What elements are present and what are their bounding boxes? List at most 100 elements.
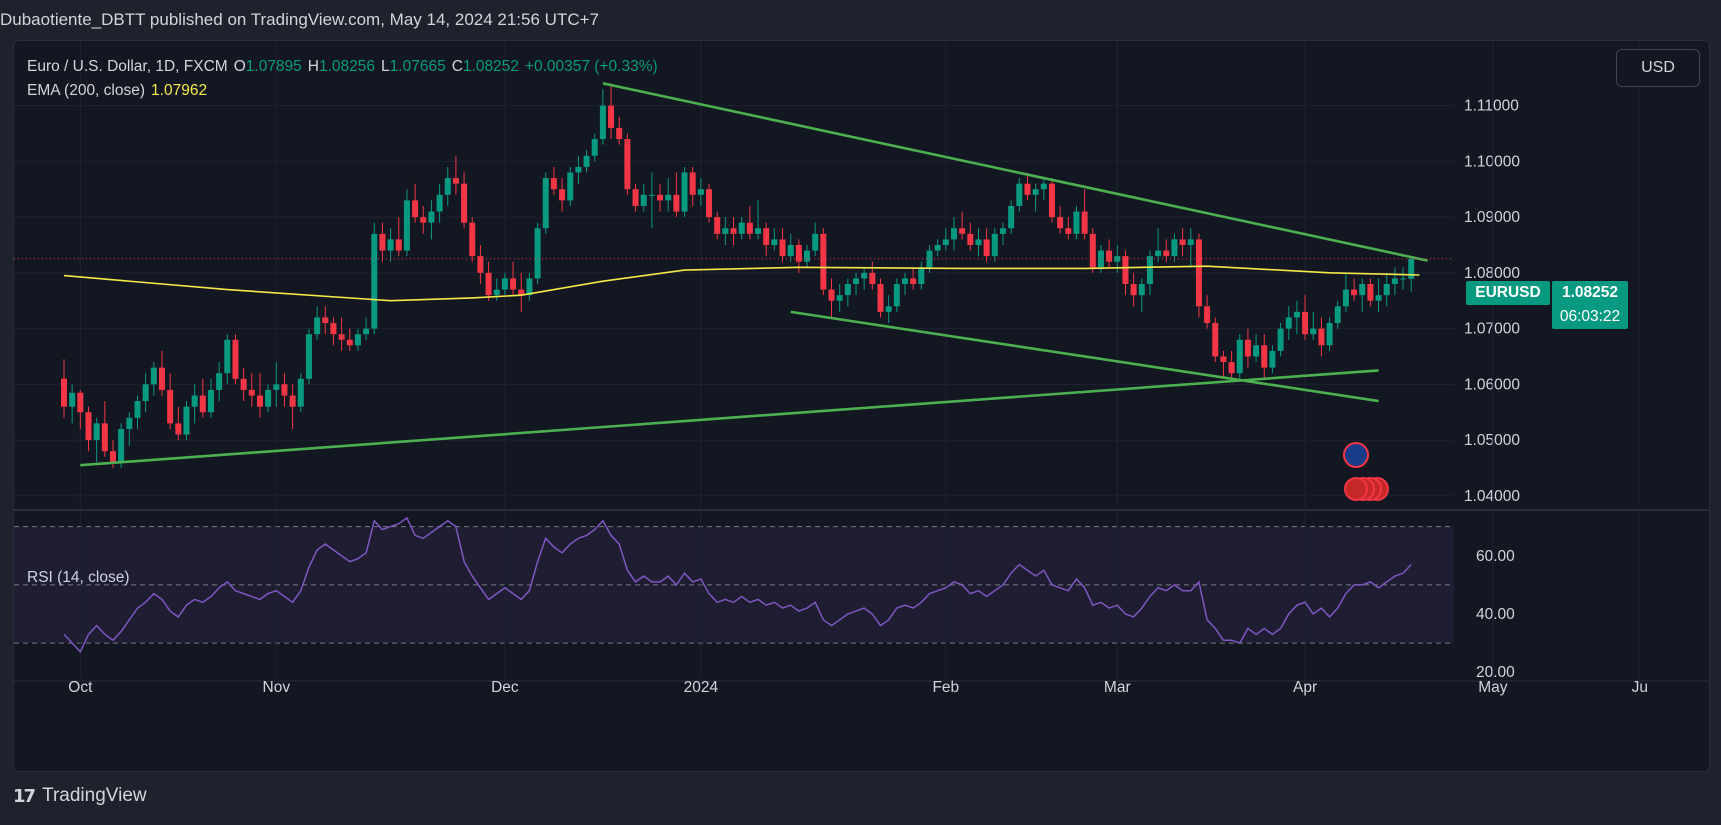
rsi-tick-label: 40.00 xyxy=(1476,606,1515,623)
candle-body xyxy=(746,222,753,234)
footer: 17 TradingView xyxy=(13,785,147,807)
candle-body xyxy=(1187,239,1194,245)
candle-body xyxy=(697,189,704,195)
rsi-legend[interactable]: RSI (14, close) xyxy=(27,569,130,586)
candle-body xyxy=(763,228,770,245)
candle-body xyxy=(632,189,639,206)
candle-body xyxy=(722,228,729,234)
candle-body xyxy=(901,278,908,284)
candle-body xyxy=(828,289,835,301)
candle-body xyxy=(77,392,84,413)
time-tick-label: Dec xyxy=(491,679,519,696)
candle-body xyxy=(640,194,647,206)
chart-frame[interactable]: 1.11000 1.10000 1.09000 1.08000 1.07000 1.060… xyxy=(13,40,1710,772)
candle-body xyxy=(207,389,214,413)
candle-body xyxy=(101,423,108,452)
price-tick-label: 1.05000 xyxy=(1464,432,1520,449)
candle-body xyxy=(689,172,696,195)
ohlc-low: L1.07665 xyxy=(381,58,446,75)
candle-body xyxy=(240,378,247,390)
candle-body xyxy=(150,367,157,385)
candle-body xyxy=(665,194,672,201)
candle-body xyxy=(1285,317,1292,329)
candle-body xyxy=(608,105,615,128)
price-tick-label: 1.08000 xyxy=(1464,265,1520,282)
candle-body xyxy=(126,417,133,429)
trendline xyxy=(602,82,1428,262)
candle-body xyxy=(273,384,280,390)
trendline xyxy=(790,310,1379,403)
candle-body xyxy=(918,267,925,284)
candle-body xyxy=(109,451,116,463)
candle-body xyxy=(853,278,860,284)
candle-body xyxy=(232,339,239,379)
candle-body xyxy=(787,244,794,257)
candle-body xyxy=(412,200,419,218)
candle-body xyxy=(624,139,631,190)
candle-body xyxy=(297,378,304,407)
candle-body xyxy=(1122,256,1129,284)
candle-body xyxy=(1228,362,1235,374)
candle-body xyxy=(142,384,149,402)
time-tick-label: Oct xyxy=(68,679,93,696)
candle-body xyxy=(1130,284,1137,296)
candle-body xyxy=(812,233,819,251)
candle-body xyxy=(681,172,688,212)
tradingview-logo-icon[interactable]: 17 xyxy=(13,785,36,807)
published-line: Dubaotiente_DBTT published on TradingVie… xyxy=(0,10,599,29)
candle-body xyxy=(616,127,623,140)
candle-body xyxy=(1114,256,1121,262)
candle-body xyxy=(877,284,884,312)
price-tick-label: 1.04000 xyxy=(1464,488,1520,505)
candle-body xyxy=(861,272,868,279)
price-tag-price: 1.08252 xyxy=(1561,284,1619,301)
candle-body xyxy=(305,334,312,379)
candle-body xyxy=(363,328,370,335)
candle-body xyxy=(967,233,974,245)
candle-body xyxy=(950,228,957,240)
candle-body xyxy=(1236,339,1243,374)
currency-button[interactable]: USD xyxy=(1616,49,1700,87)
candle-body xyxy=(534,228,541,279)
candle-body xyxy=(93,423,100,441)
candle-body xyxy=(1253,345,1260,357)
candle-body xyxy=(436,194,443,212)
candle-body xyxy=(183,406,190,435)
candle-body xyxy=(191,395,198,407)
ohlc-high: H1.08256 xyxy=(307,58,376,75)
candle-body xyxy=(844,284,851,296)
candle-body xyxy=(461,183,468,223)
instrument-label: Euro / U.S. Dollar, 1D, FXCM xyxy=(27,58,228,75)
time-tick-label: Ju xyxy=(1632,679,1648,696)
candle-body xyxy=(804,250,811,262)
candle-body xyxy=(1016,183,1023,206)
candle-body xyxy=(1163,250,1170,257)
candle-body xyxy=(1171,239,1178,257)
candle-body xyxy=(1040,183,1047,190)
candle-body xyxy=(175,423,182,435)
candle-body xyxy=(510,278,517,290)
candle-body xyxy=(265,389,272,407)
us-event-icon xyxy=(1344,477,1368,501)
candle-body xyxy=(795,244,802,262)
candle-body xyxy=(934,244,941,251)
candle-body xyxy=(550,178,557,190)
candle-body xyxy=(387,239,394,251)
candle-body xyxy=(1277,328,1284,351)
candlestick-chart[interactable]: 1.11000 1.10000 1.09000 1.08000 1.07000 1.060… xyxy=(14,41,1709,771)
candle-body xyxy=(224,339,231,374)
candle-body xyxy=(1032,189,1039,195)
tradingview-brand[interactable]: TradingView xyxy=(42,785,147,806)
candle-body xyxy=(738,222,745,234)
candle-body xyxy=(1244,339,1251,357)
candle-body xyxy=(314,317,321,335)
candle-body xyxy=(673,194,680,212)
candle-body xyxy=(167,389,174,424)
candle-body xyxy=(591,139,598,156)
ema-line xyxy=(63,265,1420,302)
candle-body xyxy=(61,378,67,407)
ema-row[interactable]: EMA (200, close) 1.07962 xyxy=(27,79,658,103)
candle-body xyxy=(975,239,982,245)
candle-body xyxy=(322,317,329,324)
candle-body xyxy=(1057,217,1064,229)
